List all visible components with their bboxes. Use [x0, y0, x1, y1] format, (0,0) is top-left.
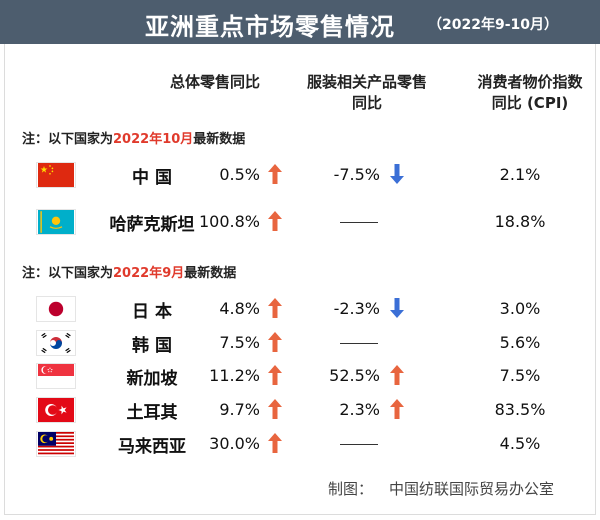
column-header-total-retail: 总体零售同比 — [150, 72, 280, 93]
cpi-value: 18.8% — [494, 212, 546, 231]
country-name: 韩 国 — [132, 336, 172, 356]
up-arrow-icon — [268, 164, 282, 184]
apparel-retail-value: -2.3% — [333, 299, 380, 318]
up-arrow-icon — [268, 211, 282, 231]
section-note: 注：以下国家为2022年10月最新数据 — [22, 128, 245, 147]
table-row: 中 国 0.5% -7.5% 2.1% — [0, 160, 600, 190]
country-name: 中 国 — [132, 168, 172, 188]
cpi-value: 83.5% — [494, 400, 546, 419]
table-row: 土耳其 9.7% 2.3% 83.5% — [0, 395, 600, 425]
apparel-retail-value: 52.5% — [329, 366, 380, 385]
column-header-cpi-line2: 同比 (CPI) — [491, 94, 569, 112]
up-arrow-icon — [390, 399, 404, 419]
table-row: 韩 国 7.5% 5.6% — [0, 328, 600, 358]
section-note-suffix: 最新数据 — [193, 132, 246, 147]
no-data-dash — [340, 343, 378, 344]
total-retail-value: 0.5% — [219, 165, 260, 184]
apparel-retail-value: 2.3% — [339, 400, 380, 419]
cpi-value: 4.5% — [499, 434, 541, 453]
total-retail-value: 4.8% — [219, 299, 260, 318]
table-row: 日 本 4.8% -2.3% 3.0% — [0, 294, 600, 324]
singapore-flag — [36, 363, 76, 389]
section-note-prefix: 注：以下国家为 — [22, 132, 114, 147]
up-arrow-icon — [268, 298, 282, 318]
kazakhstan-flag — [36, 209, 76, 235]
cpi-value: 5.6% — [499, 333, 541, 352]
japan-flag — [36, 296, 76, 322]
credit-label: 制图： — [328, 480, 374, 498]
credit-source: 中国纺联国际贸易办公室 — [389, 480, 555, 498]
table-row: 马来西亚 30.0% 4.5% — [0, 429, 600, 459]
credit-line: 制图： 中国纺联国际贸易办公室 — [328, 478, 554, 499]
apparel-retail-value: -7.5% — [333, 165, 380, 184]
no-data-dash — [340, 444, 378, 445]
country-name: 日 本 — [132, 302, 172, 322]
column-header-apparel-retail: 服装相关产品零售 同比 — [282, 72, 452, 114]
column-header-apparel-line2: 同比 — [351, 94, 382, 112]
table-row: 新加坡 11.2% 52.5% 7.5% — [0, 361, 600, 391]
country-name: 新加坡 — [126, 369, 178, 389]
table-frame — [4, 44, 596, 515]
up-arrow-icon — [268, 365, 282, 385]
down-arrow-icon — [390, 298, 404, 318]
malaysia-flag — [36, 431, 76, 457]
country-name: 土耳其 — [126, 403, 178, 423]
table-row: 哈萨克斯坦 100.8% 18.8% — [0, 207, 600, 237]
down-arrow-icon — [390, 164, 404, 184]
korea-flag — [36, 330, 76, 356]
page-subtitle: （2022年9-10月） — [428, 17, 558, 33]
cpi-value: 7.5% — [499, 366, 541, 385]
column-header-total-retail-text: 总体零售同比 — [169, 73, 260, 91]
up-arrow-icon — [268, 433, 282, 453]
page-title: 亚洲重点市场零售情况 — [145, 13, 395, 41]
up-arrow-icon — [268, 332, 282, 352]
up-arrow-icon — [390, 365, 404, 385]
china-flag — [36, 162, 76, 188]
turkey-flag — [36, 397, 76, 423]
column-header-apparel-line1: 服装相关产品零售 — [306, 73, 427, 91]
cpi-value: 3.0% — [499, 299, 541, 318]
column-header-cpi-line1: 消费者物价指数 — [477, 73, 583, 91]
section-note-prefix: 注：以下国家为 — [22, 266, 114, 281]
country-name: 哈萨克斯坦 — [109, 215, 195, 235]
column-header-cpi: 消费者物价指数 同比 (CPI) — [460, 72, 600, 114]
country-name: 马来西亚 — [118, 437, 186, 457]
section-note-date: 2022年9月 — [113, 266, 185, 281]
up-arrow-icon — [268, 399, 282, 419]
section-note-date: 2022年10月 — [113, 132, 194, 147]
total-retail-value: 100.8% — [198, 212, 260, 231]
total-retail-value: 30.0% — [209, 434, 260, 453]
title-bar: 亚洲重点市场零售情况 （2022年9-10月） — [0, 0, 600, 44]
section-note-suffix: 最新数据 — [184, 266, 237, 281]
total-retail-value: 11.2% — [209, 366, 260, 385]
section-note: 注：以下国家为2022年9月最新数据 — [22, 262, 236, 281]
total-retail-value: 9.7% — [219, 400, 260, 419]
total-retail-value: 7.5% — [219, 333, 260, 352]
cpi-value: 2.1% — [499, 165, 541, 184]
no-data-dash — [340, 222, 378, 223]
